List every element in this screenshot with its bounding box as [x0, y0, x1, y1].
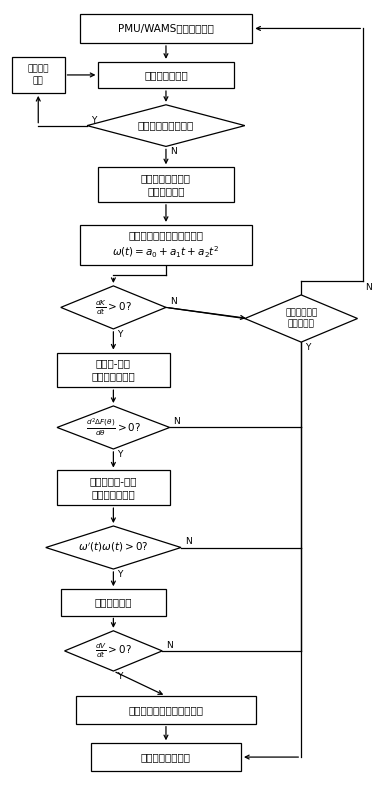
Polygon shape: [61, 286, 166, 329]
Text: Y: Y: [91, 115, 96, 125]
FancyBboxPatch shape: [12, 57, 64, 93]
Text: N: N: [173, 417, 180, 426]
Text: $\frac{dV}{dt}>0?$: $\frac{dV}{dt}>0?$: [95, 641, 132, 660]
Text: N: N: [166, 641, 173, 650]
Text: 连续化处理得到瞬态角速度
$\omega(t)=a_0+a_1t+a_2t^2$: 连续化处理得到瞬态角速度 $\omega(t)=a_0+a_1t+a_2t^2$: [112, 230, 220, 260]
Text: N: N: [170, 297, 176, 306]
Text: 角速度-功角
相平面轨迹为凸: 角速度-功角 相平面轨迹为凸: [92, 358, 135, 381]
FancyBboxPatch shape: [61, 589, 166, 615]
Text: 判定系统暂态失稳: 判定系统暂态失稳: [141, 752, 191, 762]
Text: Y: Y: [305, 343, 310, 352]
Text: Y: Y: [117, 570, 123, 579]
Text: N: N: [365, 283, 372, 293]
FancyBboxPatch shape: [98, 62, 234, 88]
Text: Y: Y: [117, 450, 123, 459]
Polygon shape: [57, 406, 170, 449]
FancyBboxPatch shape: [57, 353, 170, 387]
FancyBboxPatch shape: [57, 470, 170, 505]
Polygon shape: [245, 295, 357, 342]
Text: N: N: [185, 537, 192, 547]
Text: PMU/WAMS实时量测数据: PMU/WAMS实时量测数据: [118, 24, 214, 33]
Text: 重新评估群组信息？: 重新评估群组信息？: [138, 121, 194, 131]
FancyBboxPatch shape: [80, 225, 252, 265]
FancyBboxPatch shape: [76, 696, 256, 724]
Text: 不平衡功率-功角
相平面轨迹为凸: 不平衡功率-功角 相平面轨迹为凸: [90, 477, 137, 499]
FancyBboxPatch shape: [91, 743, 241, 771]
Text: $\frac{d^2\Delta F(\theta)}{d\theta}>0?$: $\frac{d^2\Delta F(\theta)}{d\theta}>0?$: [86, 417, 141, 438]
FancyBboxPatch shape: [80, 14, 252, 43]
FancyBboxPatch shape: [98, 167, 234, 202]
Text: $\frac{dK}{dt}>0?$: $\frac{dK}{dt}>0?$: [95, 298, 132, 316]
Text: 到达时变不稳
定平衡点？: 到达时变不稳 定平衡点？: [285, 308, 317, 329]
Polygon shape: [46, 526, 181, 569]
Polygon shape: [87, 105, 245, 147]
Text: N: N: [170, 148, 176, 156]
Text: 暂态动能微增: 暂态动能微增: [95, 597, 132, 608]
Text: Y: Y: [117, 330, 123, 339]
Text: 变更分群
模式: 变更分群 模式: [28, 65, 49, 85]
Text: 系统分群与聚合: 系统分群与聚合: [144, 70, 188, 80]
Polygon shape: [64, 630, 162, 671]
Text: 计算连续时刻等值
角度与角速度: 计算连续时刻等值 角度与角速度: [141, 174, 191, 196]
Text: 系统无法吸收暂态动能增量: 系统无法吸收暂态动能增量: [129, 705, 204, 715]
Text: $\omega'(t)\omega(t)>0?$: $\omega'(t)\omega(t)>0?$: [78, 540, 149, 554]
Text: Y: Y: [117, 672, 123, 681]
